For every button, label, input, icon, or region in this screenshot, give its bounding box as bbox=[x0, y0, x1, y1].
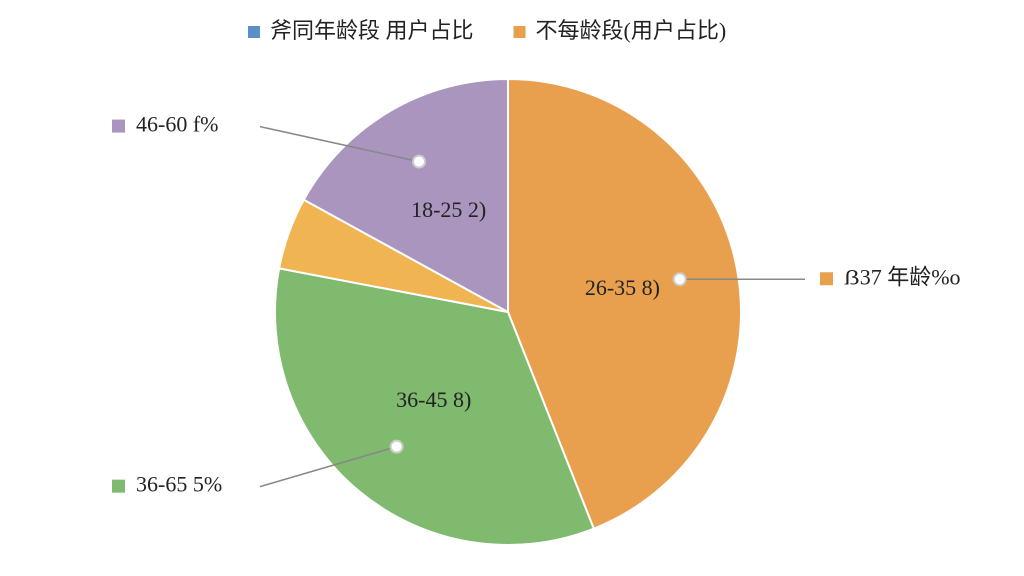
pie-slice bbox=[507, 77, 742, 530]
slice-label: 36-45 8) bbox=[396, 387, 471, 412]
callout-label: 46-60 f% bbox=[136, 112, 218, 137]
pie-slice bbox=[302, 77, 509, 314]
callout-dot bbox=[389, 439, 404, 454]
callout-swatch bbox=[820, 272, 833, 286]
callout-swatch bbox=[112, 119, 125, 133]
callout-swatch bbox=[112, 479, 125, 493]
slice-label: 18-25 2) bbox=[411, 197, 486, 222]
callout-line bbox=[259, 445, 397, 488]
callout-dot bbox=[412, 154, 427, 169]
callout-label: 36-65 5% bbox=[136, 472, 222, 497]
legend-label: 斧同年龄段 用户占比 bbox=[270, 18, 474, 43]
legend-swatch bbox=[513, 26, 526, 38]
legend-swatch bbox=[248, 26, 260, 38]
pie-slice bbox=[274, 267, 596, 546]
callout-dot bbox=[672, 272, 687, 287]
callout-label: ẞ37 年龄%o bbox=[844, 264, 961, 289]
legend-label: 不每龄段(用户占比) bbox=[536, 18, 727, 43]
callout-line bbox=[259, 125, 420, 163]
slice-label: 26-35 8) bbox=[585, 275, 660, 300]
